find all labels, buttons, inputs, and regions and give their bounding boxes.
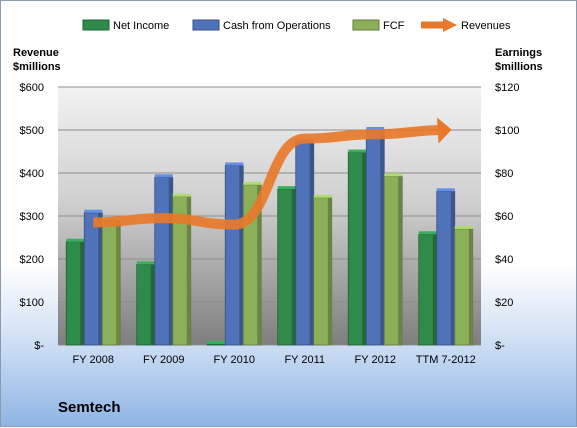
right-tick-label: $40 [495, 254, 513, 266]
left-tick-labels: $- $100 $200 $300 $400 $500 $600 [20, 82, 45, 352]
left-axis-title-line2: $millions [13, 61, 61, 73]
revenue-arrowhead [436, 117, 452, 144]
x-tick-label: TTM 7-2012 [416, 354, 476, 366]
series-net-income [65, 149, 438, 346]
bar-top [84, 209, 103, 213]
bar-shade [398, 176, 403, 345]
legend: Net Income Cash from Operations FCF Revenue… [82, 18, 511, 32]
x-tick-label: FY 2009 [143, 354, 184, 366]
legend-swatch [352, 19, 380, 31]
x-tick-label: FY 2012 [355, 354, 396, 366]
right-tick-label: $100 [495, 125, 519, 137]
bar-shade [239, 165, 244, 345]
x-tick-label: FY 2010 [214, 354, 255, 366]
bar-top [418, 231, 437, 235]
right-tick-label: $120 [495, 82, 519, 94]
x-tick-label: FY 2011 [284, 354, 325, 366]
bar-top [243, 181, 262, 185]
bar-shade [291, 189, 296, 345]
left-tick-label: $600 [20, 82, 44, 94]
left-tick-label: $300 [20, 211, 44, 223]
bar-top [225, 162, 244, 166]
left-axis-title-line1: Revenue [13, 47, 59, 59]
bar-shade [221, 343, 226, 345]
right-tick-label: $20 [495, 297, 513, 309]
bar-top [454, 225, 473, 229]
series-cash-from-operations [83, 127, 456, 346]
bar-shade [257, 184, 262, 345]
left-tick-label: $500 [20, 125, 44, 137]
bar-shade [168, 177, 173, 345]
legend-swatch [192, 19, 220, 31]
bar-top [348, 149, 367, 153]
bar-top [277, 186, 296, 190]
bar-shade [80, 241, 85, 345]
bar-shade [116, 220, 121, 345]
left-tick-label: $200 [20, 254, 44, 266]
bar-top [207, 340, 226, 344]
right-axis-title-line2: $millions [495, 61, 543, 73]
legend-label: FCF [383, 20, 405, 32]
legend-item: FCF [352, 19, 405, 32]
legend-item: Net Income [82, 19, 169, 32]
x-tick-labels: FY 2008 FY 2009 FY 2010 FY 2011 FY 2012 TTM 7… [73, 354, 476, 366]
bar-top [136, 261, 155, 265]
revenue-line [93, 117, 452, 230]
left-tick-label: $- [34, 340, 44, 352]
bar-shade [186, 196, 191, 345]
legend-arrow-swatch [443, 18, 457, 32]
right-tick-label: $- [495, 340, 505, 352]
bar-top [154, 174, 173, 178]
right-axis-title-line1: Earnings [495, 47, 543, 59]
bar-shade [150, 264, 155, 345]
bar-shade [450, 191, 455, 345]
bar-shade [468, 228, 473, 345]
bar-top [384, 173, 403, 177]
bar-shade [327, 197, 332, 345]
bar-shade [98, 212, 103, 345]
bar-top [366, 127, 385, 130]
right-tick-label: $60 [495, 211, 513, 223]
bar-top [172, 193, 191, 197]
legend-swatch [82, 19, 110, 31]
legend-label: Revenues [461, 20, 511, 32]
bar-marks [65, 127, 474, 346]
left-tick-label: $100 [20, 297, 44, 309]
legend-label: Net Income [113, 20, 169, 32]
company-name: Semtech [58, 399, 121, 416]
right-tick-label: $80 [495, 168, 513, 180]
bar-top [313, 194, 332, 198]
legend-label: Cash from Operations [223, 20, 331, 32]
bar-top [436, 188, 455, 192]
left-tick-label: $400 [20, 168, 44, 180]
right-tick-labels: $- $20 $40 $60 $80 $100 $120 [495, 82, 519, 352]
bar-shade [432, 234, 437, 345]
legend-item: Revenues [421, 18, 511, 32]
x-tick-label: FY 2008 [73, 354, 114, 366]
bar-shade [380, 130, 385, 345]
bar-shade [309, 141, 314, 345]
bar-shade [362, 152, 367, 345]
revenue-line-path [93, 125, 446, 230]
legend-item: Cash from Operations [192, 19, 331, 32]
bar-top [66, 238, 85, 242]
